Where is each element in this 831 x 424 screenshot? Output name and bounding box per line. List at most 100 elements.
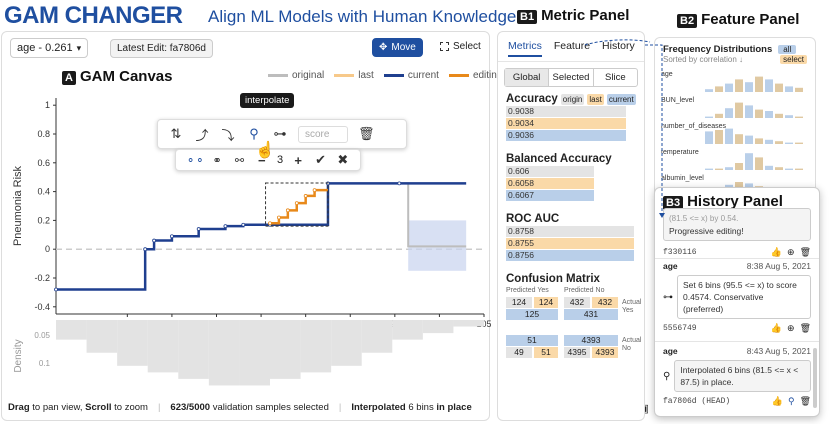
feature-select-value: age - 0.261 bbox=[17, 42, 73, 54]
density-bar bbox=[86, 320, 118, 353]
feature-panel: Frequency Distributions all Sorted by co… bbox=[654, 37, 816, 207]
density-bar bbox=[117, 320, 148, 366]
point-editing bbox=[277, 215, 281, 220]
select-button[interactable]: Select bbox=[434, 38, 487, 55]
y-tick-label: 0.8 bbox=[37, 129, 50, 139]
move-button[interactable]: ✥ Move bbox=[372, 38, 423, 57]
interpolate-icon[interactable]: ⚲ bbox=[249, 126, 259, 141]
feature-hist-bar bbox=[715, 113, 723, 118]
interp-step-icon[interactable]: ⚭ bbox=[212, 154, 222, 167]
tab-metrics[interactable]: Metrics bbox=[508, 40, 542, 57]
interp-linear-icon[interactable]: ⚬⚬ bbox=[186, 154, 205, 167]
density-bar bbox=[331, 320, 362, 366]
thumbs-up-icon[interactable]: 👍 bbox=[770, 247, 783, 257]
canvas-tag: A bbox=[62, 71, 76, 85]
feature-hist-bar bbox=[725, 128, 733, 144]
scope-segment: Global Selected Slice bbox=[504, 68, 638, 87]
feature-name: number_of_diseases bbox=[661, 123, 726, 130]
increasing-icon[interactable]: ⤴ bbox=[195, 127, 209, 143]
tab-feature[interactable]: Feature bbox=[553, 40, 591, 52]
tab-history[interactable]: History bbox=[602, 40, 635, 52]
legend-current: current bbox=[383, 70, 439, 81]
cm-tn-last: 4393 bbox=[592, 347, 618, 358]
balanced-origin: 0.606 bbox=[506, 166, 594, 177]
trash-icon[interactable]: 🗑 bbox=[799, 247, 811, 257]
interpolate-tooltip: interpolate bbox=[240, 93, 295, 108]
feature-hist-bar bbox=[705, 131, 713, 144]
feature-hist-bar bbox=[755, 76, 763, 92]
confusion-matrix-title: Confusion Matrix bbox=[506, 273, 600, 285]
status-edit: Interpolated 6 bins in place bbox=[351, 402, 472, 413]
feature-hist-bar bbox=[705, 168, 713, 170]
feature-hist-bar bbox=[745, 135, 753, 144]
history-entry-2[interactable]: age 8:43 Aug 5, 2021 ⚲ Interpolated 6 bin… bbox=[663, 346, 811, 407]
roc-origin: 0.8758 bbox=[506, 226, 634, 237]
feature-panel-label: B2 Feature Panel bbox=[677, 11, 799, 29]
history-panel-label: B3 History Panel bbox=[655, 188, 819, 216]
location-icon[interactable]: ⚲ bbox=[787, 396, 795, 406]
checkout-icon[interactable]: ⊕ bbox=[787, 247, 795, 257]
cancel-icon[interactable]: ✖ bbox=[337, 152, 349, 167]
score-input[interactable]: score bbox=[298, 125, 348, 143]
y-tick-label: -0.4 bbox=[34, 302, 50, 312]
feature-histograms[interactable]: age BUN_level number_of_diseases temperatur… bbox=[655, 64, 816, 204]
density-bar bbox=[147, 320, 179, 373]
minus-icon[interactable]: − bbox=[257, 152, 266, 168]
segment-slice[interactable]: Slice bbox=[605, 72, 626, 83]
latest-edit-badge[interactable]: Latest Edit: fa7806d bbox=[110, 39, 213, 58]
chart-legend: original last current editing bbox=[268, 70, 502, 81]
check-icon[interactable]: ✔ bbox=[315, 152, 326, 167]
history-scrollbar[interactable] bbox=[813, 348, 817, 408]
interpolate-subtoolbar: ⚬⚬ ⚭ ⚯ − 3 + ✔ ✖ bbox=[175, 149, 361, 171]
plus-icon[interactable]: + bbox=[294, 152, 303, 168]
history-entry-1-feature: age bbox=[663, 261, 678, 271]
freq-dist-title: Frequency Distributions bbox=[663, 44, 773, 55]
legend-editing: editing bbox=[448, 70, 502, 81]
gam-chart[interactable]: 10.80.60.40.20-0.2-0.4657075808590951001… bbox=[2, 32, 491, 422]
feature-select[interactable]: age - 0.261 ▾ bbox=[10, 38, 89, 58]
sort-label: Sorted by correlation ↓ bbox=[663, 55, 744, 64]
filter-all-button[interactable]: all bbox=[778, 45, 797, 54]
filter-select-button[interactable]: select bbox=[780, 55, 807, 64]
feature-hist-bar bbox=[735, 163, 743, 170]
cm-fp-current: 51 bbox=[506, 335, 558, 346]
history-entry-1[interactable]: age 8:38 Aug 5, 2021 ⊶ Set 6 bins (95.5 <… bbox=[663, 261, 811, 334]
cm-tp-current: 125 bbox=[506, 309, 558, 320]
feature-hist-bar bbox=[735, 102, 743, 118]
trash-icon[interactable]: 🗑 bbox=[799, 396, 811, 406]
history-entry-2-text: Interpolated 6 bins (81.5 <= x < 87.5) i… bbox=[674, 360, 811, 392]
cm-tp-origin: 124 bbox=[506, 297, 532, 308]
accuracy-current: 0.9036 bbox=[506, 130, 626, 141]
feature-hist-bar bbox=[735, 79, 743, 92]
checkout-icon[interactable]: ⊕ bbox=[787, 323, 795, 333]
history-entry-0[interactable]: (81.5 <= x) by 0.54. Progressive editing!… bbox=[663, 208, 811, 258]
trash-icon[interactable]: 🗑 bbox=[799, 323, 811, 333]
accuracy-last: 0.9034 bbox=[506, 118, 626, 129]
decreasing-icon[interactable]: ⤵ bbox=[221, 127, 235, 143]
history-entry-0-hash: f330116 bbox=[663, 248, 697, 257]
density-bar bbox=[178, 320, 209, 379]
point-current bbox=[241, 222, 246, 227]
select-icon bbox=[440, 42, 449, 51]
cm-fn-last: 432 bbox=[592, 297, 618, 308]
segment-global[interactable]: Global bbox=[505, 69, 550, 86]
density-tick-label: 0.05 bbox=[34, 331, 50, 340]
segment-selected[interactable]: Selected bbox=[549, 69, 594, 86]
canvas-label: A GAM Canvas bbox=[62, 68, 172, 86]
density-bar bbox=[56, 320, 87, 340]
chip-last: last bbox=[587, 93, 604, 105]
thumbs-up-icon[interactable]: 👍 bbox=[771, 396, 783, 406]
interp-regress-icon[interactable]: ⚯ bbox=[234, 154, 245, 167]
metric-panel: Metrics Feature History Global Selected … bbox=[497, 31, 645, 421]
delete-icon[interactable]: 🗑 bbox=[358, 126, 375, 141]
thumbs-up-icon[interactable]: 👍 bbox=[770, 323, 783, 333]
set-score-icon: ⊶ bbox=[663, 291, 673, 303]
point-current bbox=[170, 234, 174, 239]
chevron-down-icon: ▾ bbox=[76, 42, 82, 53]
interpolate-icon: ⚲ bbox=[663, 370, 671, 382]
status-samples: 623/5000 validation samples selected bbox=[170, 402, 329, 413]
history-panel: B3 History Panel (81.5 <= x) by 0.54. Prog… bbox=[654, 187, 820, 417]
align-icon[interactable]: ⇅ bbox=[170, 126, 182, 141]
merge-icon[interactable]: ⊶ bbox=[273, 126, 287, 141]
feature-panel-tag: B2 bbox=[677, 14, 698, 28]
